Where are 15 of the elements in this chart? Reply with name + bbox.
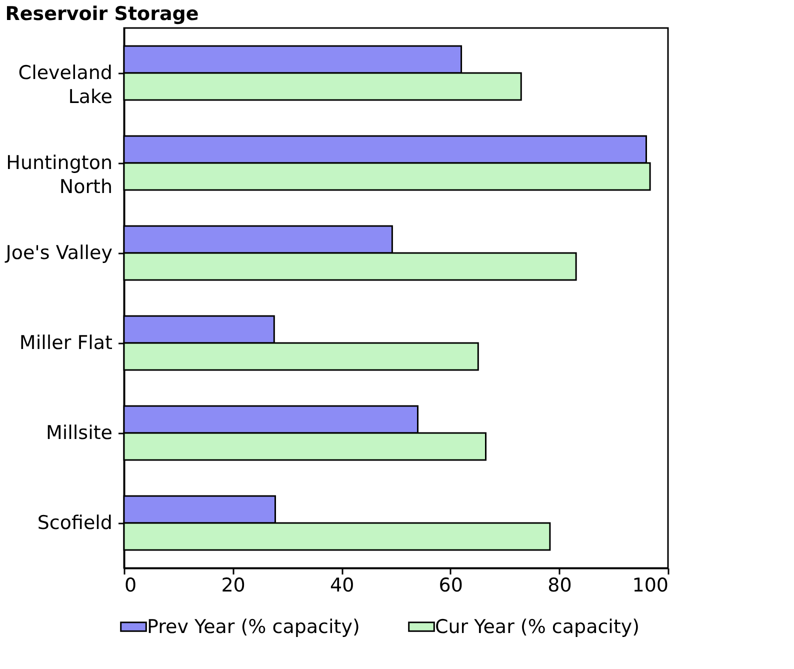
x-tick-label: 40 (330, 574, 354, 596)
y-tick-label: Joe's Valley (4, 242, 112, 264)
y-tick-label: Miller Flat (19, 332, 112, 354)
y-tick-label: Millsite (46, 422, 112, 444)
chart-title: Reservoir Storage (5, 3, 199, 25)
legend-label: Prev Year (% capacity) (147, 616, 360, 638)
y-tick-label: Huntington North (6, 152, 112, 198)
y-tick-label: Cleveland Lake (18, 62, 112, 108)
x-tick-label: 0 (124, 574, 137, 596)
x-tick-label: 80 (548, 574, 572, 596)
x-tick-label: 100 (632, 574, 668, 596)
y-tick-label: Scofield (37, 512, 112, 534)
legend-label: Cur Year (% capacity) (435, 616, 640, 638)
x-tick-label: 60 (438, 574, 463, 596)
x-tick-label: 20 (221, 574, 246, 596)
